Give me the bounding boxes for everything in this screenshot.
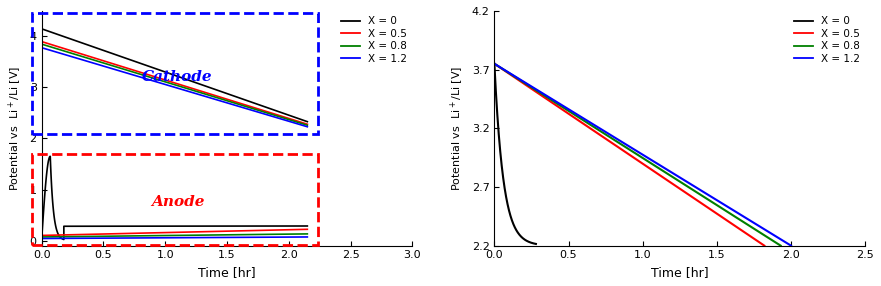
X-axis label: Time [hr]: Time [hr] [651, 266, 708, 279]
Text: Anode: Anode [151, 195, 204, 209]
Bar [32, 154, 318, 245]
Y-axis label: Potential vs  Li$^+$/Li [V]: Potential vs Li$^+$/Li [V] [449, 65, 466, 191]
Legend: X = 0, X = 0.5, X = 0.8, X = 1.2: X = 0, X = 0.5, X = 0.8, X = 1.2 [794, 16, 860, 64]
Bar [32, 13, 318, 134]
Legend: X = 0, X = 0.5, X = 0.8, X = 1.2: X = 0, X = 0.5, X = 0.8, X = 1.2 [341, 16, 407, 64]
Text: Cathode: Cathode [142, 70, 213, 84]
X-axis label: Time [hr]: Time [hr] [198, 266, 255, 279]
Y-axis label: Potential vs  Li$^+$/Li [V]: Potential vs Li$^+$/Li [V] [7, 65, 24, 191]
